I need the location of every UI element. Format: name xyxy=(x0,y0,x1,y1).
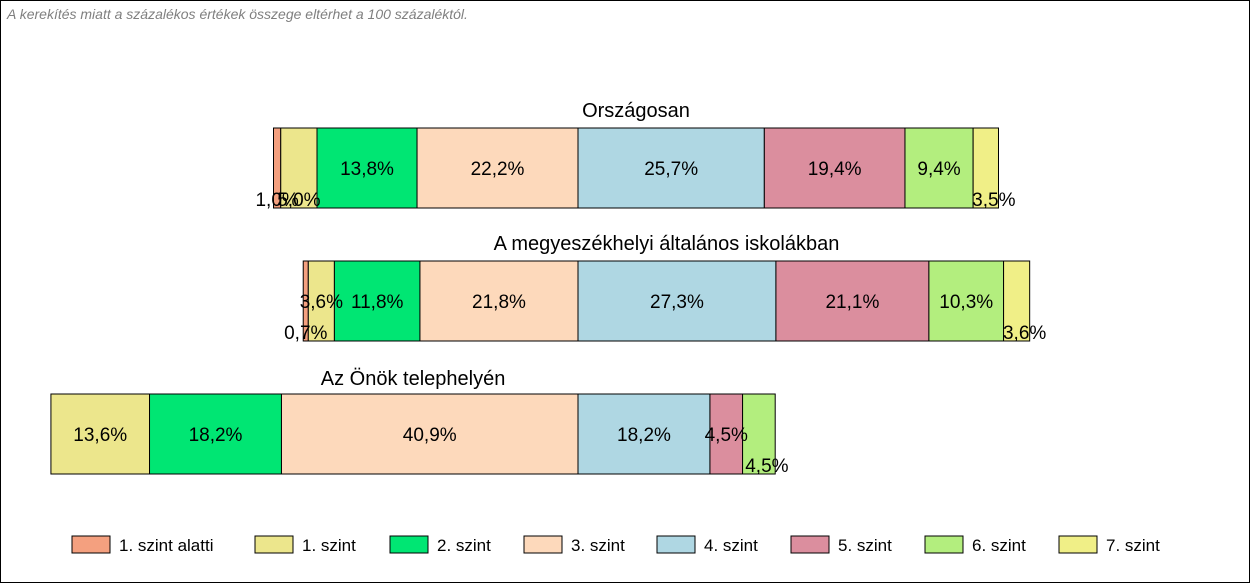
group-title-3: Az Önök telephelyén xyxy=(321,368,506,390)
legend-label-5: 4. szint xyxy=(704,536,758,555)
data-label-1-4: 22,2% xyxy=(471,159,525,180)
data-label-1-1: 1,0% xyxy=(255,190,298,211)
legend-swatch-2 xyxy=(254,535,294,554)
bar-segment-2-3 xyxy=(333,260,421,342)
legend-label-8: 7. szint xyxy=(1106,536,1160,555)
bar-segment-2-6 xyxy=(775,260,930,342)
data-label-3-4: 40,9% xyxy=(403,425,457,446)
data-label-2-2: 3,6% xyxy=(300,292,343,313)
group-title-2: A megyeszékhelyi általános iskolákban xyxy=(494,233,840,255)
data-label-3-7: 4,5% xyxy=(745,456,788,477)
bar-segment-3-5 xyxy=(577,393,711,475)
data-label-2-4: 21,8% xyxy=(472,292,526,313)
bar-segment-3-2 xyxy=(50,393,151,475)
data-label-1-5: 25,7% xyxy=(644,159,698,180)
bar-segment-1-8 xyxy=(972,127,999,209)
data-label-3-2: 13,6% xyxy=(73,425,127,446)
data-label-1-2: 5,0% xyxy=(277,190,320,211)
data-label-2-1: 0,7% xyxy=(284,323,327,344)
rounding-note: A kerekítés miatt a százalékos értékek ö… xyxy=(7,6,468,22)
bar-segment-1-4 xyxy=(416,127,579,209)
bar-segment-2-8 xyxy=(1003,260,1031,342)
data-label-2-3: 11,8% xyxy=(351,292,404,313)
bar-segment-2-4 xyxy=(419,260,579,342)
legend-label-2: 1. szint xyxy=(302,536,356,555)
legend-label-3: 2. szint xyxy=(437,536,491,555)
data-label-1-8: 3,5% xyxy=(972,190,1015,211)
bar-segment-3-7 xyxy=(742,393,776,475)
bar-segment-1-5 xyxy=(577,127,765,209)
bar-segment-1-6 xyxy=(763,127,906,209)
bar-segment-3-3 xyxy=(149,393,282,475)
legend-label-6: 5. szint xyxy=(838,536,892,555)
data-label-1-6: 19,4% xyxy=(808,159,862,180)
data-label-2-8: 3,6% xyxy=(1003,323,1046,344)
data-label-1-7: 9,4% xyxy=(917,159,960,180)
group-title-1: Országosan xyxy=(582,100,690,122)
data-label-2-6: 21,1% xyxy=(825,292,879,313)
legend-swatch-8 xyxy=(1058,535,1098,554)
data-label-3-6: 4,5% xyxy=(705,425,748,446)
data-label-3-3: 18,2% xyxy=(189,425,243,446)
legend-swatch-3 xyxy=(389,535,429,554)
bar-segment-3-6 xyxy=(709,393,744,475)
data-label-3-5: 18,2% xyxy=(617,425,671,446)
legend-label-7: 6. szint xyxy=(972,536,1026,555)
bar-segment-1-3 xyxy=(316,127,418,209)
bar-segment-1-7 xyxy=(904,127,974,209)
legend-swatch-4 xyxy=(523,535,563,554)
legend-swatch-5 xyxy=(656,535,696,554)
data-label-2-5: 27,3% xyxy=(650,292,704,313)
data-label-1-3: 13,8% xyxy=(340,159,394,180)
legend-label-1: 1. szint alatti xyxy=(119,536,214,555)
data-label-2-7: 10,3% xyxy=(939,292,993,313)
legend-swatch-7 xyxy=(924,535,964,554)
legend-label-4: 3. szint xyxy=(571,536,625,555)
legend-swatch-1 xyxy=(71,535,111,554)
bar-segment-3-4 xyxy=(280,393,579,475)
legend-swatch-6 xyxy=(790,535,830,554)
bar-segment-2-7 xyxy=(928,260,1005,342)
bar-segment-2-5 xyxy=(577,260,777,342)
